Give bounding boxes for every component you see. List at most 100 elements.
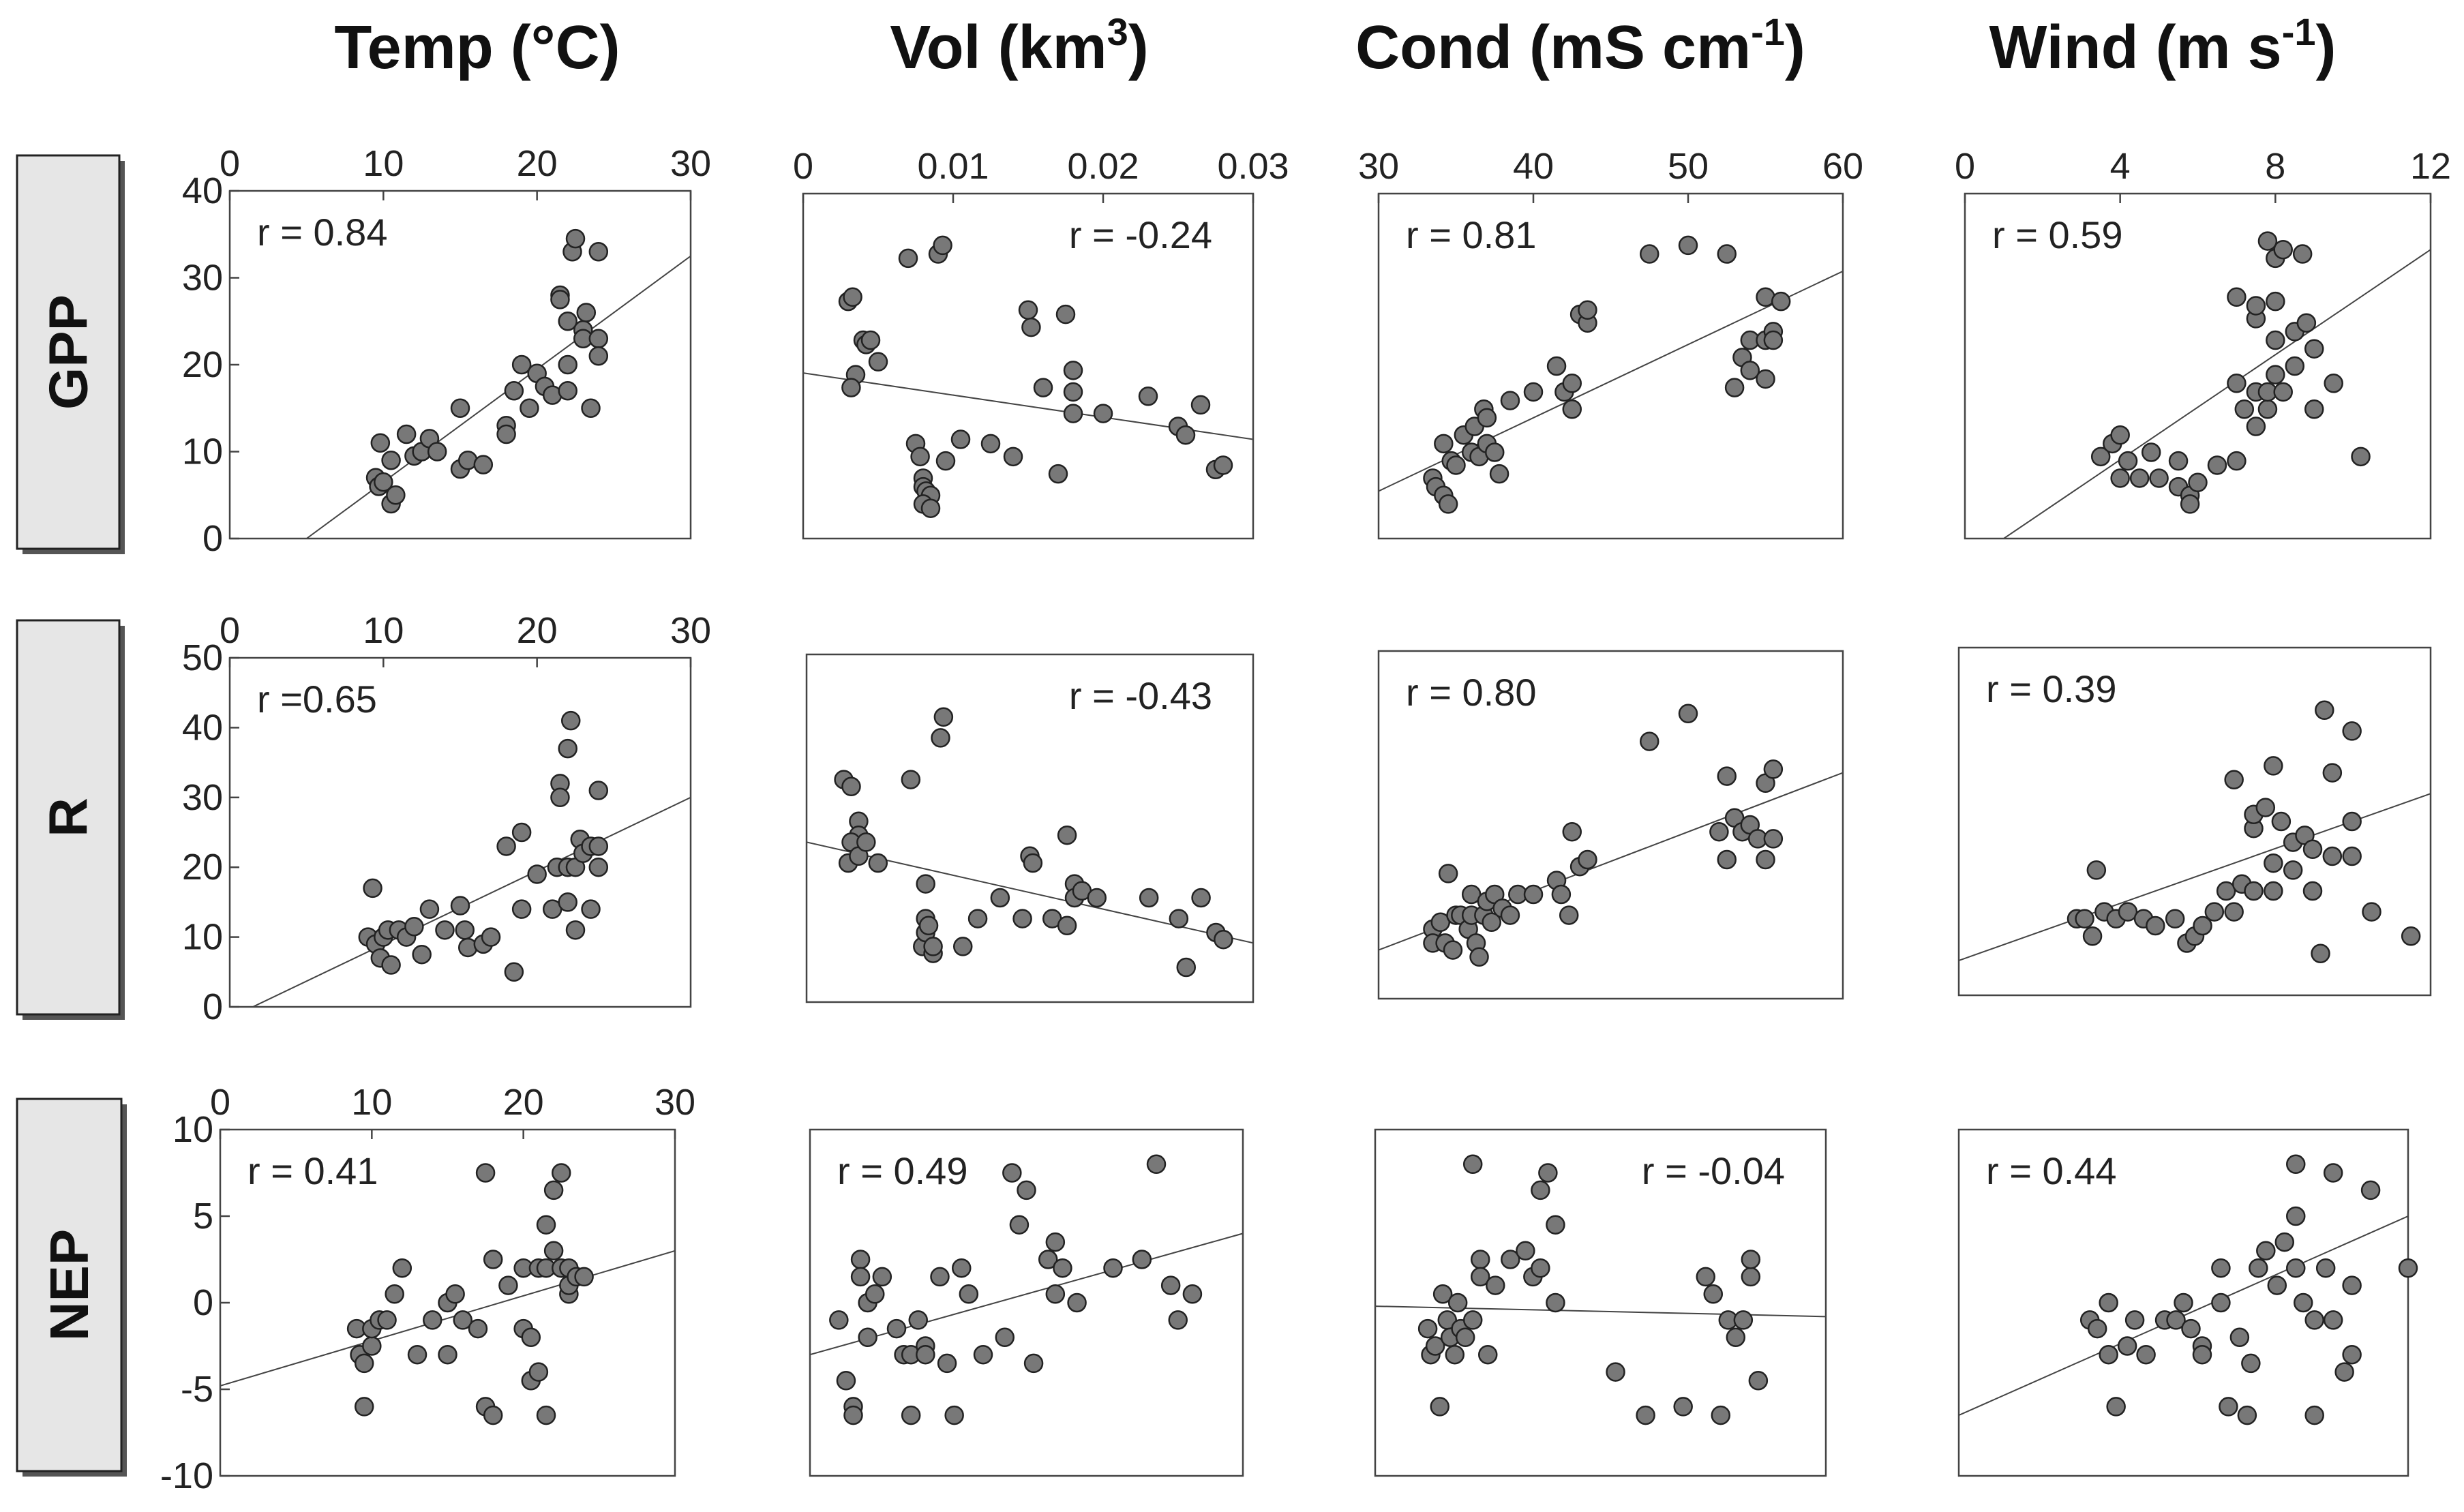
data-point: [967, 909, 988, 928]
column-title-wind: Wind (m s-1): [1989, 10, 2337, 82]
data-point: [527, 864, 547, 884]
y-tick-label-gpp: 40: [182, 170, 223, 211]
data-point: [1048, 464, 1068, 484]
column-title-temp: Temp (°C): [334, 14, 620, 82]
x-tick-label: 0.02: [1067, 146, 1139, 187]
data-point: [910, 447, 930, 467]
data-point: [2204, 902, 2225, 922]
data-point: [419, 899, 440, 919]
data-point: [920, 498, 941, 518]
correlation-label: r = -0.43: [1069, 674, 1212, 717]
data-point: [856, 832, 876, 852]
data-point: [980, 434, 1001, 454]
row-label-box-gpp: [16, 154, 121, 550]
data-point: [990, 888, 1010, 908]
data-point: [973, 1344, 993, 1365]
data-point: [2180, 494, 2200, 514]
data-point: [2266, 330, 2285, 350]
data-point: [558, 354, 577, 375]
panel-frame: [228, 656, 692, 1008]
data-point: [588, 781, 609, 800]
data-point: [496, 424, 516, 444]
data-point: [1417, 1318, 1438, 1339]
data-point: [2246, 417, 2266, 436]
data-point: [445, 1284, 465, 1304]
data-point: [1531, 1258, 1550, 1278]
data-point: [1763, 330, 1784, 350]
data-point: [2266, 365, 2285, 384]
data-point: [574, 1267, 594, 1287]
x-tick-label: 8: [2265, 146, 2285, 187]
y-tick-label-nep: 10: [172, 1109, 213, 1150]
data-point: [1469, 947, 1489, 967]
data-point: [1038, 1250, 1058, 1269]
data-point: [2246, 296, 2266, 316]
data-point: [1434, 434, 1454, 454]
data-point: [2224, 902, 2244, 922]
x-tick-label: 40: [1513, 146, 1554, 187]
data-point: [1462, 1154, 1483, 1175]
data-point: [1012, 909, 1032, 928]
data-point: [2192, 1344, 2212, 1365]
panel-nep-vol: r = 0.49: [809, 1128, 1244, 1477]
data-point: [2362, 902, 2382, 922]
panel-frame: [1374, 1128, 1827, 1477]
regression-line: [220, 1250, 675, 1387]
data-point: [558, 312, 577, 331]
data-point: [1756, 369, 1775, 389]
data-point: [363, 878, 382, 898]
data-point: [2099, 1344, 2118, 1365]
x-tick-label: 30: [655, 1082, 695, 1123]
data-point: [377, 1310, 397, 1330]
data-point: [2323, 1310, 2343, 1330]
data-point: [1057, 825, 1077, 845]
data-point: [843, 1405, 863, 1425]
data-point: [1055, 304, 1076, 324]
x-tick-label: 0: [793, 146, 813, 187]
data-point: [1445, 1344, 1465, 1365]
data-point: [2286, 1154, 2306, 1175]
data-point: [396, 424, 417, 444]
data-point: [1733, 1310, 1754, 1330]
data-point: [1740, 361, 1760, 380]
data-point: [2304, 339, 2324, 359]
data-point: [354, 1353, 374, 1374]
data-point: [565, 228, 586, 249]
data-point: [959, 1284, 979, 1304]
data-point: [1489, 464, 1509, 484]
data-point: [1500, 905, 1520, 925]
data-point: [2401, 926, 2421, 946]
x-tick-label: 0: [220, 143, 240, 184]
data-point: [2293, 1292, 2313, 1313]
correlation-label: r = 0.41: [247, 1149, 378, 1192]
correlation-label: r = -0.24: [1069, 213, 1212, 256]
data-point: [412, 944, 432, 965]
data-point: [1606, 1362, 1625, 1382]
data-point: [1057, 916, 1077, 936]
data-point: [1214, 929, 1233, 950]
correlation-label: r = -0.04: [1642, 1149, 1785, 1192]
data-point: [1673, 1397, 1693, 1417]
data-point: [552, 1163, 571, 1183]
panel-gpp-temp: 0 10 20 30 r = 0.84: [220, 143, 711, 540]
x-tick-label: 10: [351, 1082, 392, 1123]
data-point: [2207, 455, 2227, 475]
data-point: [1578, 300, 1597, 320]
data-point: [1017, 1180, 1036, 1200]
x-tick-label: 20: [517, 143, 558, 184]
data-point: [1636, 1405, 1655, 1425]
data-point: [1087, 888, 1107, 908]
data-point: [1443, 940, 1463, 960]
correlation-label: r = 0.80: [1406, 671, 1536, 714]
y-tick-label-r: 20: [182, 847, 223, 888]
correlation-label: r = 0.39: [1986, 667, 2116, 710]
data-point: [581, 899, 601, 919]
data-point: [1175, 425, 1196, 445]
data-point: [511, 354, 532, 375]
data-point: [2193, 916, 2212, 936]
panel-gpp-cond: 30 40 50 60 r = 0.81: [1358, 146, 1863, 540]
data-point: [427, 442, 447, 462]
data-point: [496, 836, 516, 856]
data-point: [2118, 451, 2138, 471]
data-point: [2106, 1397, 2126, 1417]
